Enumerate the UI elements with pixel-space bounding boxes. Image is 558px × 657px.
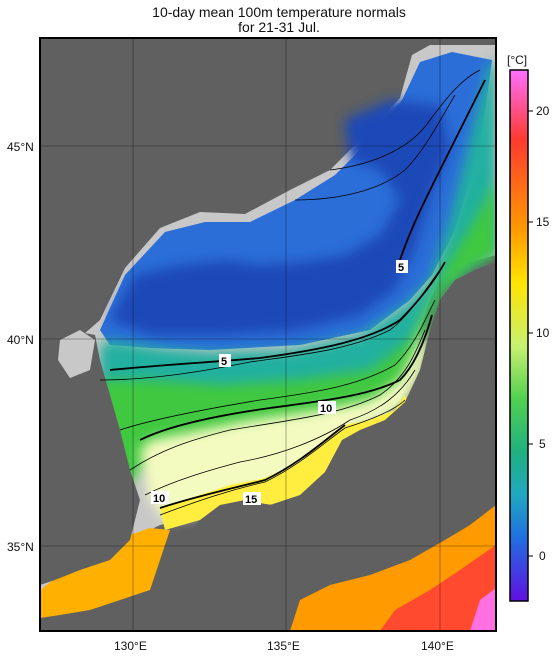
lat-label-40: 40°N [7,333,34,347]
korea-peninsula [40,330,140,585]
contour-label-10b: 10 [153,493,165,505]
lon-label-140: 140°E [421,639,454,653]
lat-label-35: 35°N [7,540,34,554]
lon-label-135: 135°E [267,639,300,653]
contour-label-group: 5 5 10 10 15 [151,260,408,506]
contour-label-5a: 5 [398,262,404,274]
colorbar-tick-20: 20 [536,104,550,118]
graticule [40,38,496,631]
warm-coastal-band [160,395,410,530]
colorbar: [°C] 20 15 10 5 0 [507,53,550,602]
colorbar-tick-5: 5 [539,437,546,451]
warm-area [140,330,430,520]
transition-band [100,60,496,440]
japan-honshu [175,262,496,631]
southern-warm-water [40,528,170,618]
coastal-shelf [58,330,95,378]
colorbar-tick-15: 15 [536,215,550,229]
pacific-hot-water [380,545,496,631]
contour-label-5b: 5 [221,356,227,368]
colorbar-unit: [°C] [507,53,527,67]
map-subtitle: for 21-31 Jul. [238,19,320,35]
lon-label-130: 130°E [114,639,147,653]
contour-label-10a: 10 [320,403,332,415]
contour-label-15: 15 [245,494,257,506]
map-frame [39,37,497,632]
map-title: 10-day mean 100m temperature normals [152,4,406,20]
isotherm-contours [99,69,481,516]
lat-label-45: 45°N [7,140,34,154]
colorbar-scale [509,69,529,602]
pacific-hottest-water [470,588,496,631]
deep-cold-core [110,100,450,335]
colorbar-tick-0: 0 [539,549,546,563]
colorbar-tick-10: 10 [536,326,550,340]
